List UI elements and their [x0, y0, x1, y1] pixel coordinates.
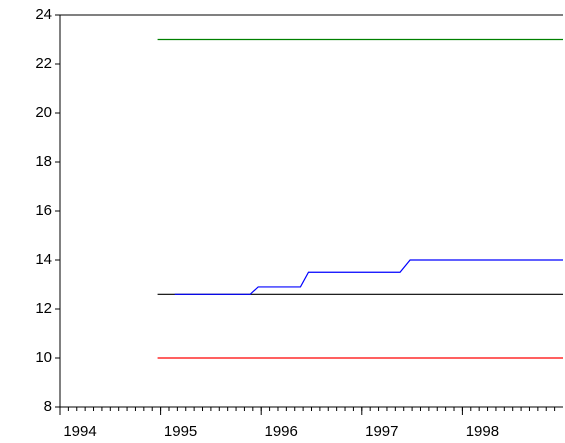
y-tick-label: 18	[35, 153, 52, 170]
y-tick-label: 12	[35, 300, 52, 317]
y-tick-label: 8	[44, 398, 52, 415]
x-tick-label: 1998	[466, 423, 499, 440]
y-tick-label: 16	[35, 202, 52, 219]
y-tick-label: 10	[35, 349, 52, 366]
series-line	[174, 259, 563, 295]
y-tick-label: 20	[35, 104, 52, 121]
y-tick-label: 24	[35, 6, 52, 23]
y-tick-label: 22	[35, 55, 52, 72]
x-tick-label: 1995	[164, 423, 197, 440]
x-tick-label: 1997	[365, 423, 398, 440]
x-tick-label: 1996	[265, 423, 298, 440]
y-tick-label: 14	[35, 251, 52, 268]
x-tick-label: 1994	[63, 423, 96, 440]
